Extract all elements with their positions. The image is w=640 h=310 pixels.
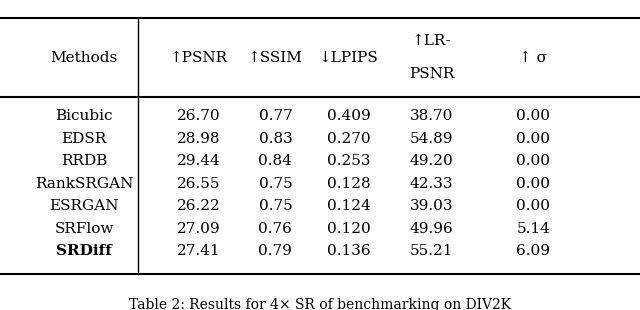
Text: 42.33: 42.33 [410,177,453,191]
Text: 0.83: 0.83 [259,132,292,146]
Text: 55.21: 55.21 [410,244,453,258]
Text: RRDB: RRDB [61,154,108,168]
Text: ↓LPIPS: ↓LPIPS [319,51,378,64]
Text: ↑LR-: ↑LR- [412,34,451,48]
Text: Methods: Methods [51,51,118,64]
Text: 0.00: 0.00 [516,109,550,123]
Text: 27.09: 27.09 [177,222,221,236]
Text: 0.77: 0.77 [259,109,292,123]
Text: 0.270: 0.270 [327,132,371,146]
Text: 6.09: 6.09 [516,244,550,258]
Text: SRFlow: SRFlow [54,222,114,236]
Text: 0.00: 0.00 [516,132,550,146]
Text: 0.00: 0.00 [516,154,550,168]
Text: 49.96: 49.96 [410,222,453,236]
Text: 0.136: 0.136 [327,244,371,258]
Text: 49.20: 49.20 [410,154,453,168]
Text: 0.253: 0.253 [327,154,371,168]
Text: 0.409: 0.409 [327,109,371,123]
Text: RankSRGAN: RankSRGAN [35,177,133,191]
Text: 26.55: 26.55 [177,177,221,191]
Text: 0.75: 0.75 [259,199,292,213]
Text: 0.00: 0.00 [516,199,550,213]
Text: 0.76: 0.76 [259,222,292,236]
Text: 0.00: 0.00 [516,177,550,191]
Text: EDSR: EDSR [61,132,107,146]
Text: ↑PSNR: ↑PSNR [170,51,228,64]
Text: 38.70: 38.70 [410,109,453,123]
Text: 54.89: 54.89 [410,132,453,146]
Text: 0.128: 0.128 [327,177,371,191]
Text: 28.98: 28.98 [177,132,221,146]
Text: 27.41: 27.41 [177,244,221,258]
Text: 39.03: 39.03 [410,199,453,213]
Text: ↑ σ: ↑ σ [520,51,547,64]
Text: 0.79: 0.79 [259,244,292,258]
Text: 0.84: 0.84 [259,154,292,168]
Text: SRDiff: SRDiff [56,244,112,258]
Text: Bicubic: Bicubic [56,109,113,123]
Text: 0.75: 0.75 [259,177,292,191]
Text: ESRGAN: ESRGAN [49,199,119,213]
Text: 29.44: 29.44 [177,154,221,168]
Text: ↑SSIM: ↑SSIM [248,51,303,64]
Text: 26.70: 26.70 [177,109,221,123]
Text: Table 2: Results for 4× SR of benchmarking on DIV2K: Table 2: Results for 4× SR of benchmarki… [129,298,511,310]
Text: 0.120: 0.120 [327,222,371,236]
Text: 26.22: 26.22 [177,199,221,213]
Text: PSNR: PSNR [409,67,454,82]
Text: 5.14: 5.14 [516,222,550,236]
Text: 0.124: 0.124 [327,199,371,213]
